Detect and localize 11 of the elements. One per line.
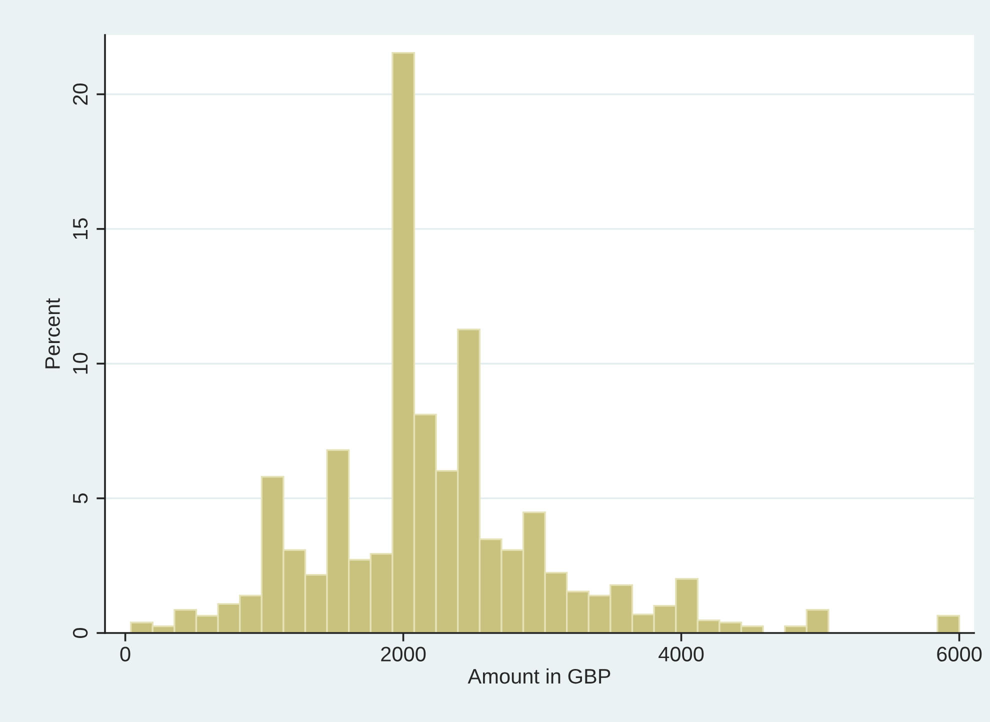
y-tick-label: 15 [73,218,88,239]
y-tick-label: 20 [72,83,88,105]
x-tick-label: 2000 [381,646,426,662]
y-tick-label: 5 [73,493,88,504]
y-tick-label: 0 [72,628,88,638]
x-tick-label: 0 [120,646,130,662]
x-tick-label: 4000 [658,646,704,662]
y-axis-title: Percent [45,298,60,368]
x-axis-title: Amount in GBP [468,668,610,684]
x-tick-label: 6000 [937,646,982,662]
y-tick-label: 10 [72,352,88,374]
